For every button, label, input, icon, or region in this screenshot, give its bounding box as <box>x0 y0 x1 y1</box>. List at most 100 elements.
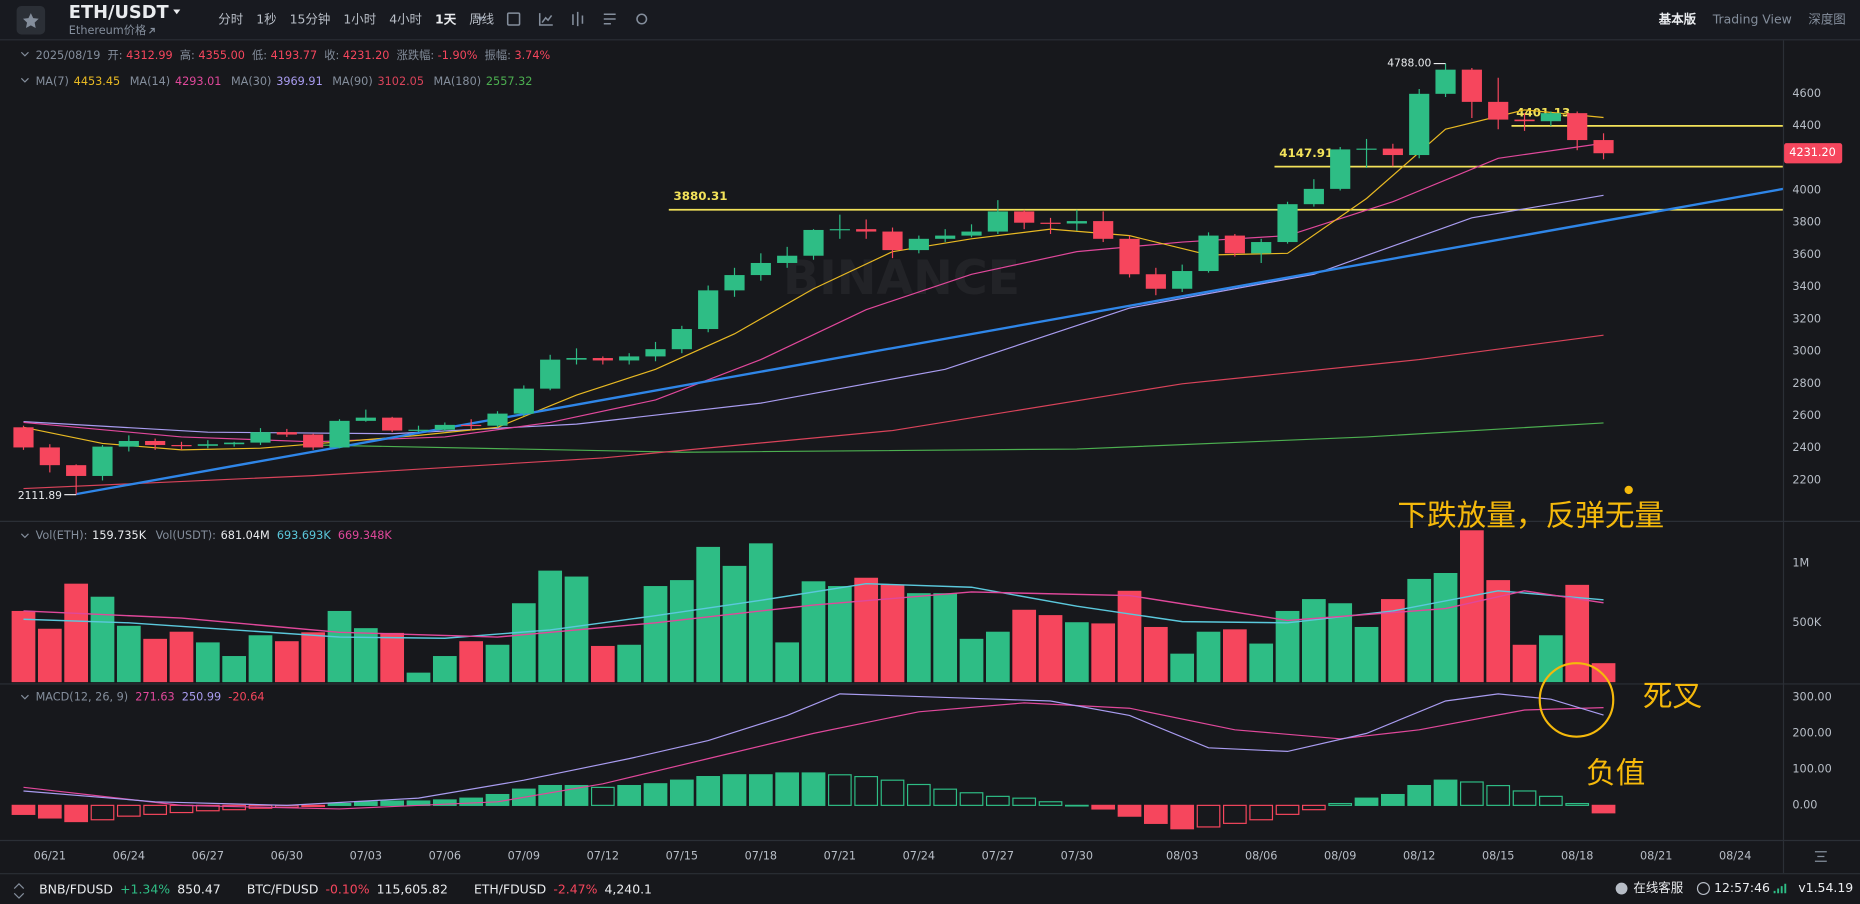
collapse-icon[interactable] <box>20 51 29 57</box>
view-tab[interactable]: 基本版 <box>1658 12 1697 27</box>
layout-icon[interactable] <box>603 13 616 25</box>
interval-tab[interactable]: 1秒 <box>256 12 276 27</box>
volume-bar <box>222 656 247 683</box>
last-price-box <box>1784 143 1843 164</box>
collapse-icon[interactable] <box>20 533 29 539</box>
candle-body <box>1540 113 1561 122</box>
candle-body <box>803 229 824 256</box>
x-tick-label: 08/09 <box>1324 850 1356 863</box>
view-tab[interactable]: Trading View <box>1712 12 1792 27</box>
candle-body <box>250 432 271 443</box>
low-marker-label: 2111.89 <box>18 489 62 502</box>
volume-bar <box>933 593 958 683</box>
ticker-toggle[interactable] <box>13 882 25 899</box>
interval-tab[interactable]: 周线 <box>469 12 494 27</box>
candle-body <box>1198 235 1219 272</box>
legend-value: 3969.91 <box>276 75 323 88</box>
view-tab[interactable]: 深度图 <box>1808 12 1845 27</box>
scale-toggle[interactable] <box>1814 851 1827 862</box>
macd-bar <box>1512 790 1537 806</box>
legend-value: 4453.45 <box>74 75 121 88</box>
candle-body <box>197 444 218 446</box>
interval-tab[interactable]: 1小时 <box>343 12 376 27</box>
y-tick-label: 2600 <box>1792 409 1821 422</box>
legend-label: 低: <box>252 49 267 62</box>
macd-bar <box>1117 804 1142 817</box>
volume-bar <box>827 586 852 683</box>
legend-value: 3102.05 <box>377 75 424 88</box>
symbol-subtitle[interactable]: Ethereum价格 <box>69 23 146 37</box>
y-tick-label: 4000 <box>1792 183 1821 196</box>
volume-bar <box>775 642 800 683</box>
interval-tab[interactable]: 1天 <box>435 12 457 27</box>
macd-bar <box>1407 784 1432 806</box>
candle-body <box>303 434 324 448</box>
volume-bar <box>643 586 668 683</box>
y-tick-label: 300.00 <box>1792 690 1831 703</box>
legend-label: MA(7) <box>36 75 69 88</box>
macd-line <box>23 702 1604 810</box>
interval-tab[interactable]: 分时 <box>218 12 243 27</box>
candle-body <box>1435 69 1456 94</box>
candle-body <box>1567 113 1588 141</box>
volume-bar <box>11 610 36 683</box>
volume-bar <box>169 631 194 683</box>
interval-tab[interactable]: 4小时 <box>389 12 422 27</box>
macd-line <box>23 693 1604 806</box>
calendar-icon[interactable] <box>506 12 521 26</box>
collapse-icon[interactable] <box>20 77 29 83</box>
x-tick-label: 06/30 <box>271 850 303 863</box>
candle-body <box>1382 148 1403 156</box>
annotation: 负值 <box>1586 755 1645 790</box>
legend-label: MA(180) <box>433 75 481 88</box>
indicator-icon[interactable] <box>538 13 553 26</box>
legend-label: 涨跌幅: <box>397 48 435 62</box>
macd-bar <box>906 783 931 806</box>
collapse-icon[interactable] <box>20 694 29 700</box>
volume-bar <box>37 628 62 683</box>
ma-line <box>23 334 1604 490</box>
candle-body <box>1514 119 1535 122</box>
volume-bar <box>1143 626 1168 683</box>
candle-body <box>408 429 429 431</box>
candle-body <box>487 413 508 426</box>
volume-bar <box>406 672 431 683</box>
macd-bar <box>617 784 642 806</box>
x-tick-label: 06/21 <box>34 850 66 863</box>
settings-icon[interactable] <box>636 13 648 25</box>
support-link[interactable]: 在线客服 <box>1633 880 1683 895</box>
candle-body <box>698 290 719 330</box>
symbol[interactable]: ETH/USDT <box>69 2 170 23</box>
candle-body <box>1277 204 1298 243</box>
toolbar-icons <box>506 11 648 27</box>
volume-bar <box>1460 530 1484 683</box>
y-tick-label: 4600 <box>1792 87 1821 100</box>
candle-body <box>645 349 666 357</box>
ticker-change: -2.47% <box>553 881 597 896</box>
top-bar <box>0 0 1860 40</box>
volume-bar <box>1064 622 1089 683</box>
candle-body <box>619 356 640 361</box>
y-tick-label: 3600 <box>1792 248 1821 261</box>
legend-label: Vol(ETH): <box>36 529 88 542</box>
symbol-caret[interactable] <box>173 9 181 15</box>
legend-value: -1.90% <box>438 49 478 62</box>
candle-body <box>1145 274 1166 289</box>
volume-bar <box>459 641 484 683</box>
candles-icon[interactable] <box>572 11 584 27</box>
y-tick-label: 3200 <box>1792 312 1821 325</box>
x-tick-label: 07/06 <box>429 850 461 863</box>
legend-date: 2025/08/19 <box>36 49 101 62</box>
volume-bar <box>1433 572 1458 683</box>
macd-panel <box>11 693 1616 830</box>
candle-body <box>224 442 245 445</box>
interval-tab[interactable]: 15分钟 <box>290 12 331 27</box>
volume-bar <box>1196 631 1221 683</box>
macd-bar <box>722 774 747 806</box>
last-price-label: 4231.20 <box>1789 146 1836 159</box>
more-intervals[interactable] <box>476 16 484 22</box>
ticker-symbol: BNB/FDUSD <box>39 881 113 896</box>
volume-ma-line <box>23 590 1604 638</box>
candle-body <box>66 465 87 476</box>
